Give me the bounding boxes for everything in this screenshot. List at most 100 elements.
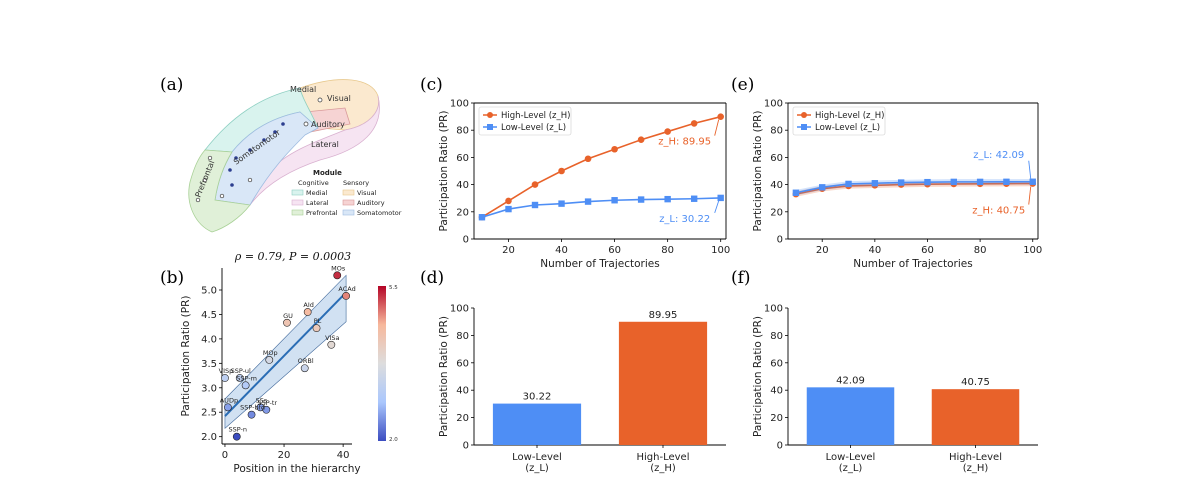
module-legend-title: Module [313, 169, 342, 177]
legend-label-auditory: Auditory [357, 199, 385, 207]
b-point-pl [312, 324, 321, 333]
panel-letter-b: (b) [160, 268, 184, 288]
e-point [924, 178, 931, 186]
f-bar-0 [806, 387, 895, 445]
b-point-label: SSP-m [236, 374, 257, 382]
e-xtick-label: 40 [868, 245, 881, 256]
c-legend-label: Low-Level (z_L) [501, 123, 566, 133]
e-x-axis-label: Number of Trajectories [853, 258, 972, 270]
region-dots [195, 97, 323, 203]
d-bar-1 [618, 321, 708, 445]
b-point-mop [265, 356, 274, 364]
e-point [976, 178, 984, 186]
c-point [558, 200, 565, 207]
c-x-axis-label: Number of Trajectories [540, 258, 659, 270]
e-legend-box [792, 106, 886, 136]
region-lateral-shape [249, 95, 380, 206]
b-x-axis-label: Position in the hierarchy [233, 463, 360, 475]
panel-letter-d: (d) [420, 268, 444, 288]
b-point-label: ORBl [298, 357, 314, 365]
d-y-axis-label: Participation Ratio (PR) [438, 316, 450, 437]
c-point [558, 167, 565, 175]
e-xtick-label: 60 [921, 245, 934, 256]
b-point-label: MOs [331, 264, 346, 272]
b-point-ssp-m [241, 381, 250, 390]
c-xtick-label: 100 [711, 245, 730, 256]
c-annotation: z_H: 89.95 [658, 137, 711, 148]
d-ytick-label: 60 [456, 358, 469, 369]
e-series-line-0 [795, 182, 1033, 195]
f-ytick-label: 40 [770, 386, 783, 397]
b-point-label: ACAd [338, 285, 355, 293]
e-point [950, 178, 957, 186]
c-point [690, 120, 698, 127]
c-legend-box [478, 106, 572, 136]
d-category-label: High-Level [637, 452, 690, 463]
b-colorbar-max-label: 5.5 [389, 285, 398, 291]
c-annotation: z_L: 30.22 [659, 214, 710, 225]
legend-swatch-lateral [291, 199, 304, 206]
c-y-axis-label: Participation Ratio (PR) [438, 110, 450, 231]
c-xtick-label: 60 [608, 245, 621, 256]
c-point [611, 197, 618, 204]
d-bar-value-label: 89.95 [649, 310, 678, 321]
legend-group-sensory: Sensory [343, 179, 369, 187]
e-point [845, 180, 852, 188]
b-fit-line [224, 291, 347, 417]
d-ytick-label: 20 [456, 413, 469, 424]
c-xtick-label: 20 [502, 245, 515, 256]
b-point-label: VISa [325, 334, 339, 342]
c-series-line-0 [481, 115, 721, 218]
c-point [611, 145, 618, 153]
b-y-axis-label: Participation Ratio (PR) [180, 295, 192, 416]
c-xtick-label: 80 [661, 245, 674, 256]
b-point-label: SSP-ul [231, 367, 251, 375]
e-point [792, 189, 800, 196]
c-ytick-label: 100 [450, 99, 469, 110]
e-annotation: z_H: 40.75 [972, 206, 1025, 217]
d-bar-0 [492, 403, 582, 445]
legend-label-prefrontal: Prefrontal [306, 209, 338, 217]
chart-b: ρ = 0.79, P = 0.0003 2.0 2.5 3.0 3.5 4.0 4.5 5.… [180, 250, 398, 475]
b-point-visp [221, 374, 229, 382]
b-point-label: SSP-bfd [240, 404, 265, 412]
c-xtick-label: 40 [555, 245, 568, 256]
f-ytick-label: 0 [777, 441, 783, 452]
c-point [637, 136, 645, 144]
e-annotation-arrow [1028, 186, 1032, 205]
e-series-line-1 [795, 180, 1033, 194]
e-annotation: z_L: 42.09 [973, 150, 1024, 161]
e-ytick-label: 80 [770, 126, 783, 137]
e-ytick-label: 0 [777, 235, 783, 246]
b-xtick-label: 0 [222, 450, 228, 461]
b-point-orbl [300, 364, 309, 373]
f-ytick-label: 80 [770, 331, 783, 342]
b-point-audp [224, 403, 232, 412]
c-ytick-label: 60 [456, 153, 469, 164]
c-point [584, 155, 592, 163]
b-point-label: AUDp [220, 396, 238, 404]
c-ytick-label: 80 [456, 126, 469, 137]
c-ytick-label: 0 [463, 235, 469, 246]
c-point [505, 205, 512, 213]
f-ytick-label: 60 [770, 358, 783, 369]
legend-group-cognitive: Cognitive [298, 179, 329, 187]
c-point [664, 195, 671, 203]
e-y-axis-label: Participation Ratio (PR) [752, 110, 764, 231]
b-point-ssp-bfd [247, 410, 256, 419]
b-point-ssp-tr [262, 405, 271, 414]
b-confidence-band [224, 274, 347, 430]
f-y-axis-label: Participation Ratio (PR) [752, 316, 764, 437]
region-label-visual: Visual [327, 94, 351, 103]
d-category-label: (z_L) [525, 463, 549, 474]
b-point-acad [342, 291, 350, 300]
e-legend-marker [801, 124, 807, 130]
c-series-line-1 [481, 197, 721, 219]
e-legend-label: High-Level (z_H) [815, 111, 884, 121]
c-point [664, 128, 671, 135]
c-point [637, 196, 645, 203]
e-xtick-label: 100 [1023, 245, 1042, 256]
c-ytick-label: 40 [456, 180, 469, 191]
